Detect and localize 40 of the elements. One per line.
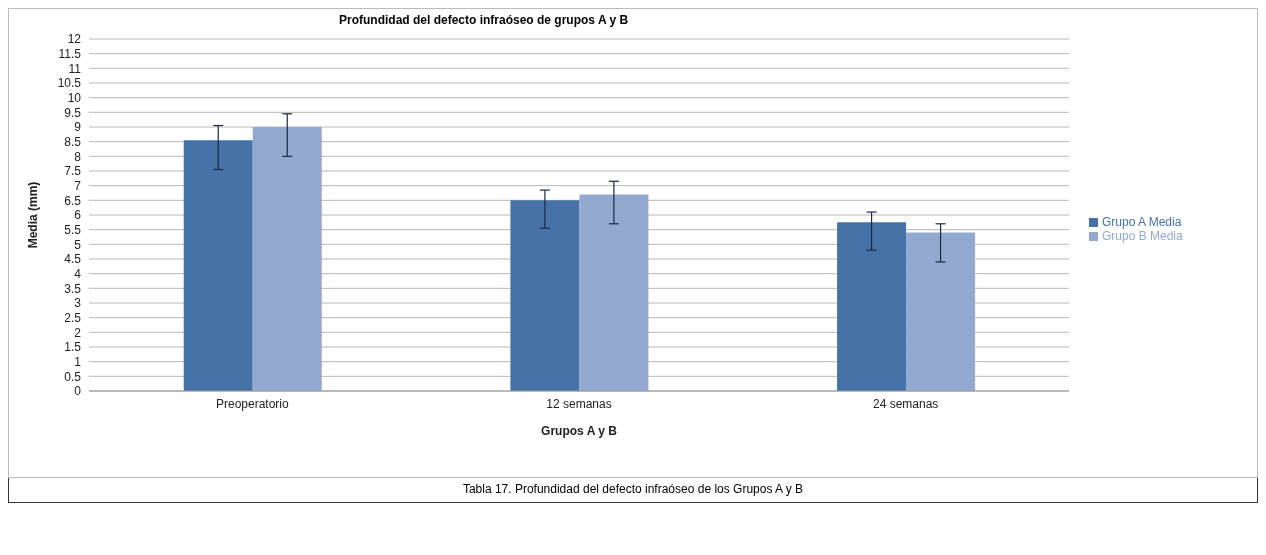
- bar: [906, 232, 976, 391]
- y-tick-label: 9.5: [64, 105, 82, 120]
- y-tick-label: 12: [67, 32, 82, 47]
- bar: [252, 127, 322, 391]
- y-tick-label: 11: [68, 61, 82, 76]
- y-tick-label: 5: [74, 237, 82, 252]
- y-tick-label: 11.5: [58, 46, 82, 61]
- bar: [579, 194, 649, 391]
- y-tick-label: 9: [74, 120, 82, 135]
- legend-label: Grupo A Media: [1102, 215, 1182, 229]
- y-tick-label: 2: [74, 325, 82, 340]
- y-tick-label: 0.5: [64, 369, 82, 384]
- x-axis-title: Grupos A y B: [541, 424, 618, 438]
- y-tick-label: 0: [74, 384, 82, 399]
- y-tick-label: 7.5: [64, 164, 82, 179]
- y-tick-label: 6.5: [64, 193, 82, 208]
- y-tick-label: 5.5: [64, 222, 82, 237]
- legend-label: Grupo B Media: [1102, 229, 1183, 243]
- y-tick-label: 4.5: [64, 252, 82, 267]
- y-tick-label: 7: [74, 178, 82, 193]
- x-tick-label: Preoperatorio: [215, 396, 290, 411]
- y-tick-label: 10: [67, 90, 82, 105]
- y-tick-label: 2.5: [64, 310, 82, 325]
- bar: [510, 200, 580, 391]
- y-tick-label: 3: [74, 296, 82, 311]
- y-tick-label: 1: [74, 354, 82, 369]
- bar: [183, 140, 253, 391]
- chart-title: Profundidad del defecto infraóseo de grupos A y B: [339, 13, 629, 27]
- y-tick-label: 3.5: [64, 281, 82, 296]
- bar: [837, 222, 907, 391]
- y-tick-label: 8.5: [64, 134, 82, 149]
- y-tick-label: 6: [74, 208, 82, 223]
- y-tick-label: 10.5: [57, 76, 82, 91]
- x-tick-label: 24 semanas: [872, 396, 939, 411]
- y-axis-title: Media (mm): [26, 181, 41, 249]
- y-tick-label: 4: [74, 266, 82, 281]
- text: Tabla 17. Profundidad del defecto infraóseo de los Grupos A y B: [461, 482, 805, 496]
- x-tick-label: 12 semanas: [546, 396, 612, 411]
- y-tick-label: 8: [74, 149, 82, 164]
- y-tick-label: 1.5: [64, 340, 82, 355]
